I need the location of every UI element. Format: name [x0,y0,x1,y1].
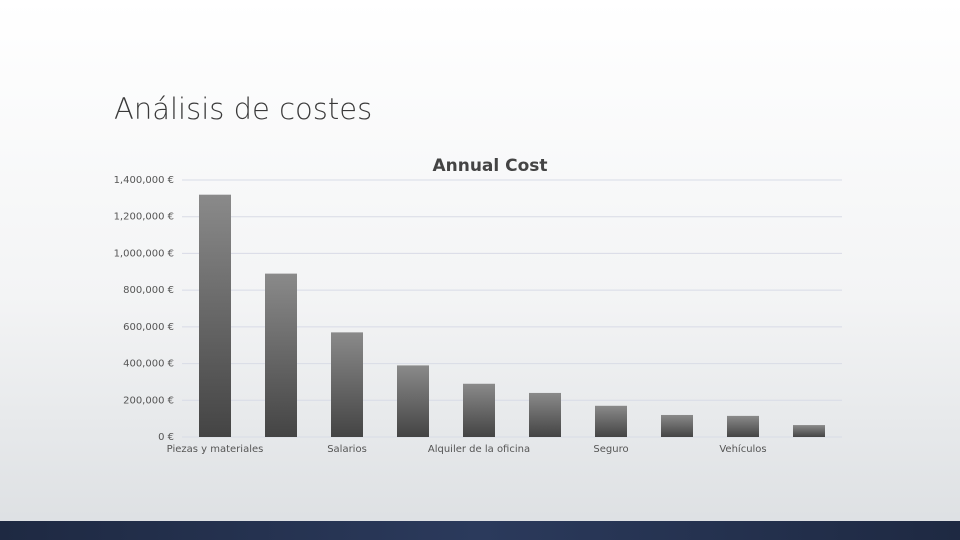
y-tick-label: 1,000,000 € [114,248,174,259]
bar [793,425,825,437]
y-tick-label: 1,200,000 € [114,212,174,223]
x-tick-label: Alquiler de la oficina [428,444,530,455]
bar [595,405,627,437]
y-tick-label: 200,000 € [123,395,174,406]
bar [265,273,297,437]
chart-title: Annual Cost [432,156,547,176]
slide-title: Análisis de costes [114,92,373,126]
y-tick-label: 1,400,000 € [114,175,174,186]
y-tick-label: 800,000 € [123,285,174,296]
footer-band [0,521,960,540]
bar [331,332,363,437]
x-tick-label: Piezas y materiales [167,444,264,455]
bar [199,194,231,437]
y-tick-label: 0 € [158,432,174,443]
bar [397,365,429,437]
x-tick-label: Salarios [327,444,367,455]
bar [661,414,693,437]
x-tick-label: Vehículos [719,443,766,455]
y-tick-label: 400,000 € [123,359,174,370]
y-tick-label: 600,000 € [123,322,174,333]
x-tick-label: Seguro [593,444,628,455]
bar [529,392,561,437]
bar [463,383,495,437]
bar [727,415,759,437]
